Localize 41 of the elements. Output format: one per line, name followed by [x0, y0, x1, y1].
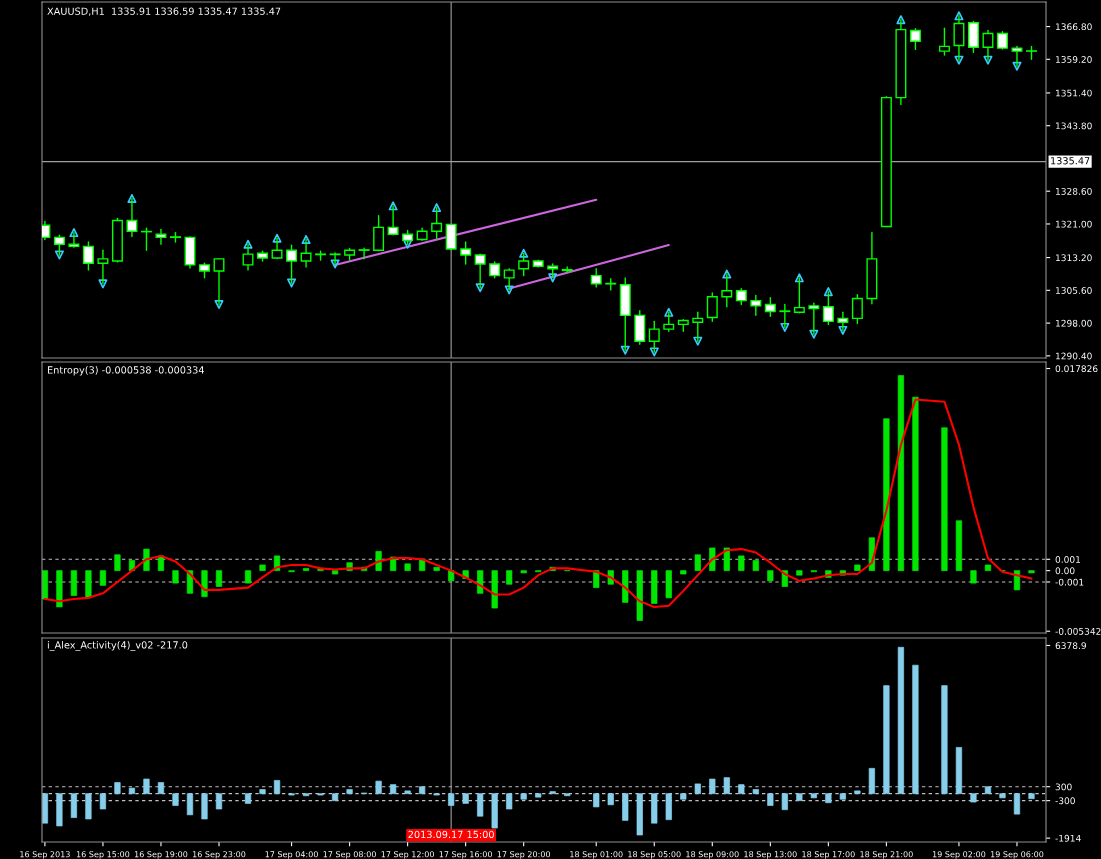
x-tick-label: 18 Sep 01:00	[570, 851, 623, 859]
chart-title: XAUUSD,H1 1335.91 1336.59 1335.47 1335.47	[47, 7, 281, 16]
y-tick-label: 1298.00	[1056, 319, 1092, 327]
y-tick-label: 6378.9	[1055, 642, 1086, 650]
x-tick-label: 18 Sep 13:00	[744, 851, 797, 859]
x-tick-label: 18 Sep 21:00	[860, 851, 913, 859]
x-tick-label: 16 Sep 15:00	[76, 851, 130, 859]
x-tick-label: 16 Sep 23:00	[193, 851, 246, 859]
y-tick-label: 1366.80	[1056, 23, 1092, 31]
y-tick-label: 1351.40	[1056, 89, 1092, 97]
x-tick-label: 17 Sep 12:00	[381, 851, 434, 859]
y-tick-label: 1313.20	[1056, 254, 1092, 262]
y-tick-label: 1290.40	[1056, 352, 1092, 360]
x-tick-label: 17 Sep 16:00	[439, 851, 492, 859]
x-tick-label: 18 Sep 05:00	[628, 851, 681, 859]
y-tick-label: -300	[1055, 797, 1075, 805]
y-tick-label: 1328.60	[1056, 187, 1092, 195]
y-tick-label: 1359.20	[1056, 56, 1092, 63]
ref-line-label: 2013.09.17 15:00	[408, 830, 494, 839]
chart-title: Entropy(3) -0.000538 -0.000334	[47, 366, 204, 376]
y-tick-label: -0.005342	[1055, 627, 1101, 635]
y-tick-label: -0.001	[1055, 578, 1084, 586]
chart-title: i_Alex_Activity(4)_v02 -217.0	[47, 641, 188, 651]
y-tick-label: 300	[1055, 783, 1072, 791]
ref-line-label: 1335.47	[1051, 157, 1090, 165]
x-tick-label: 19 Sep 02:00	[932, 851, 986, 859]
y-tick-label: 0.00	[1055, 567, 1075, 575]
y-tick-label: 0.017826	[1055, 365, 1098, 373]
y-tick-label: 1343.80	[1056, 122, 1092, 130]
y-tick-label: 1305.60	[1056, 287, 1092, 294]
x-tick-label: 17 Sep 08:00	[323, 851, 376, 859]
x-tick-label: 17 Sep 04:00	[265, 851, 318, 859]
x-tick-label: 19 Sep 06:00	[990, 851, 1044, 859]
x-tick-label: 16 Sep 2013	[20, 851, 70, 859]
y-tick-label: -1914	[1055, 834, 1081, 842]
x-tick-label: 18 Sep 17:00	[802, 851, 855, 859]
x-tick-label: 18 Sep 09:00	[686, 851, 739, 859]
x-tick-label: 17 Sep 20:00	[497, 851, 551, 859]
x-tick-label: 16 Sep 19:00	[134, 851, 188, 859]
y-tick-label: 1321.00	[1056, 220, 1092, 228]
y-tick-label: 0.001	[1055, 556, 1081, 563]
